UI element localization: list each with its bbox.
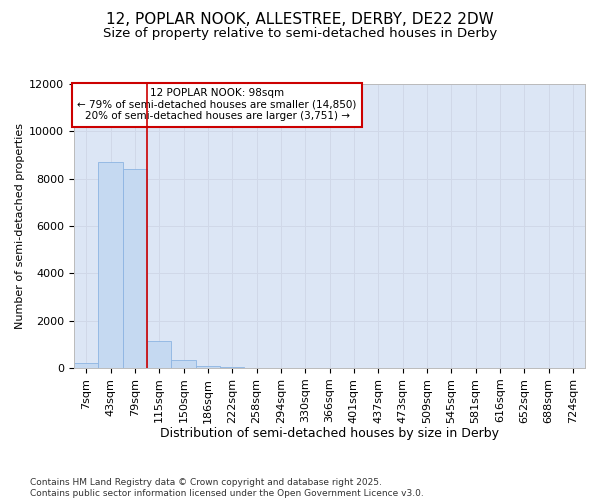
Bar [98,162,122,368]
Text: 12, POPLAR NOOK, ALLESTREE, DERBY, DE22 2DW: 12, POPLAR NOOK, ALLESTREE, DERBY, DE22 … [106,12,494,28]
Bar [196,366,220,368]
Text: Size of property relative to semi-detached houses in Derby: Size of property relative to semi-detach… [103,28,497,40]
Bar [122,169,147,368]
Bar [74,364,98,368]
Bar [172,360,196,368]
Text: Contains HM Land Registry data © Crown copyright and database right 2025.
Contai: Contains HM Land Registry data © Crown c… [30,478,424,498]
Y-axis label: Number of semi-detached properties: Number of semi-detached properties [15,123,25,329]
Text: 12 POPLAR NOOK: 98sqm
← 79% of semi-detached houses are smaller (14,850)
20% of : 12 POPLAR NOOK: 98sqm ← 79% of semi-deta… [77,88,357,122]
X-axis label: Distribution of semi-detached houses by size in Derby: Distribution of semi-detached houses by … [160,427,499,440]
Bar [220,367,244,368]
Bar [147,341,172,368]
